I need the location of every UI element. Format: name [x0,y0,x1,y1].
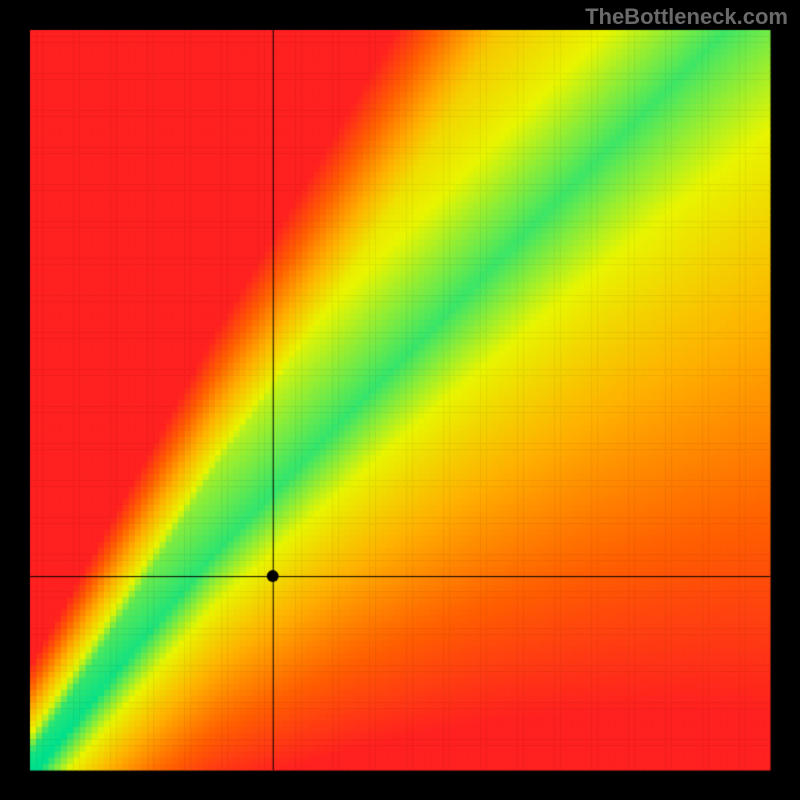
chart-container: TheBottleneck.com [0,0,800,800]
watermark-text: TheBottleneck.com [585,4,788,30]
heatmap-canvas [0,0,800,800]
